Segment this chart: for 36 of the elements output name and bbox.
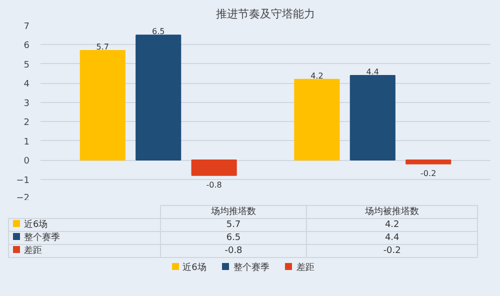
- y-tick-label: 3: [24, 98, 30, 109]
- data-label: 4.4: [306, 232, 478, 244]
- text: 近6场: [182, 263, 206, 273]
- x-tick-label: 场均推塔数: [160, 206, 307, 218]
- data-label: 4.2: [306, 218, 478, 232]
- data-label: 6.5: [160, 232, 307, 244]
- bar: [294, 78, 340, 161]
- bar: [136, 34, 182, 161]
- annotation: 4.2: [310, 71, 324, 80]
- y-tick-label: 1: [24, 137, 30, 148]
- bar: [80, 50, 126, 161]
- chart-title: 推进节奏及守塔能力: [216, 8, 315, 20]
- y-tick-label: −1: [16, 176, 30, 186]
- legend-label: 近6场: [8, 218, 160, 232]
- data-label: 5.7: [160, 218, 307, 232]
- bar: [191, 160, 237, 176]
- annotation: 4.4: [366, 67, 380, 76]
- data-label: -0.2: [306, 244, 478, 258]
- legend-label: 差距: [295, 263, 314, 273]
- annotation: -0.8: [206, 180, 222, 190]
- text: 差距: [24, 246, 42, 256]
- y-tick-label: 4: [24, 80, 30, 90]
- y-tick-label: 2: [24, 118, 30, 128]
- legend-label: 整个赛季: [232, 263, 270, 273]
- y-tick-label: 7: [24, 22, 30, 32]
- y-tick-label: 0: [24, 156, 30, 167]
- annotation: -0.2: [420, 168, 436, 178]
- data-label: -0.8: [160, 244, 307, 258]
- annotation: 5.7: [96, 42, 110, 52]
- y-tick-label: 6: [24, 41, 30, 52]
- text: 整个赛季: [24, 233, 60, 243]
- y-tick-label: 5: [24, 60, 30, 70]
- annotation: 6.5: [152, 27, 165, 36]
- bar: [350, 74, 396, 161]
- bar: [406, 160, 452, 164]
- x-tick-label: 场均被推塔数: [306, 206, 478, 218]
